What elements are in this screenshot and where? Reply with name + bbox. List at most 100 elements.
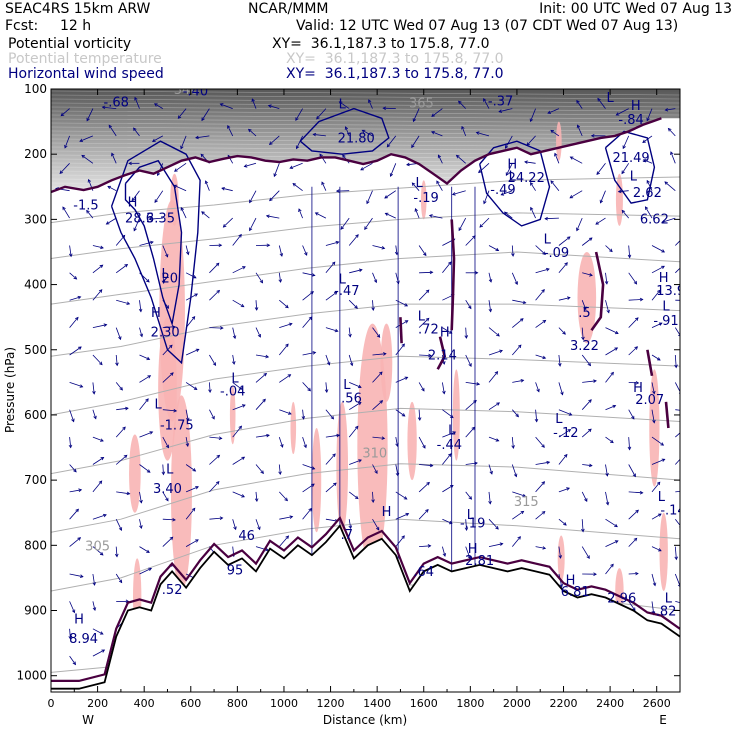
wind-vector xyxy=(550,130,560,137)
wind-vector-head xyxy=(458,227,462,232)
wind-vector xyxy=(139,491,142,503)
wind-vector-head xyxy=(361,129,366,134)
wind-vector-head xyxy=(657,513,662,517)
wind-vector-head xyxy=(219,516,224,521)
wind-vector-head xyxy=(448,261,452,266)
wind-vector xyxy=(488,491,491,504)
wind-vector xyxy=(372,353,386,356)
wind-vector xyxy=(325,453,336,465)
wind-vector xyxy=(139,300,142,312)
wind-vector xyxy=(152,135,163,142)
wind-vector xyxy=(478,163,490,173)
wind-vector xyxy=(69,296,81,301)
wind-vector xyxy=(220,103,233,109)
wind-vector-head xyxy=(384,212,389,216)
x-axis-label: Distance (km) xyxy=(323,713,407,727)
wind-vector xyxy=(452,190,466,195)
wind-vector xyxy=(535,511,546,520)
wind-vector-head xyxy=(406,162,410,167)
wind-vector xyxy=(185,437,189,447)
wind-vector-head xyxy=(218,436,223,440)
wind-vector xyxy=(512,510,524,520)
wind-vector-head xyxy=(633,537,638,542)
wind-vector-head xyxy=(499,349,503,353)
wind-vector-head xyxy=(566,296,571,300)
wind-vector-head xyxy=(550,180,554,184)
wind-vector xyxy=(92,514,107,520)
wind-vector-head xyxy=(680,456,683,459)
wind-vector-head xyxy=(451,192,456,196)
extremum-value-label: 2.14 xyxy=(428,349,457,364)
wind-vector-head xyxy=(221,187,225,191)
wind-vector-head xyxy=(503,211,508,216)
wind-vector xyxy=(511,245,514,257)
extremum-value-label: 20 xyxy=(162,272,179,287)
wind-vector-head xyxy=(644,206,649,210)
wind-vector-head xyxy=(108,124,112,129)
wind-vector xyxy=(139,398,149,410)
wind-vector-head xyxy=(495,247,500,252)
wind-vector-head xyxy=(448,453,452,457)
wind-vector xyxy=(364,217,373,230)
wind-vector-head xyxy=(92,607,97,612)
wind-vector xyxy=(209,354,216,366)
wind-vector xyxy=(651,265,665,274)
extremum-value-label: 3.35 xyxy=(146,212,175,227)
wind-vector xyxy=(92,546,104,556)
wind-vector xyxy=(442,453,452,465)
wind-vector-head xyxy=(635,509,639,514)
wind-vector-head xyxy=(62,206,66,211)
wind-vector xyxy=(675,432,680,438)
wind-vector-head xyxy=(478,169,482,174)
wind-vector-head xyxy=(288,411,292,415)
wind-vector-head xyxy=(238,386,243,390)
wind-vector xyxy=(488,327,500,337)
wind-vector xyxy=(315,212,327,219)
wind-vector-head xyxy=(511,445,515,449)
wind-vector xyxy=(651,354,661,361)
wind-vector xyxy=(92,480,103,493)
wind-vector-head xyxy=(642,139,646,143)
wind-vector xyxy=(162,272,165,284)
wind-vector xyxy=(209,455,220,465)
wind-vector-head xyxy=(566,487,570,491)
pv-contour xyxy=(399,317,403,344)
wind-vector xyxy=(134,97,140,109)
wind-vector xyxy=(505,135,513,149)
wind-vector xyxy=(266,215,280,219)
wind-vector-head xyxy=(267,104,272,108)
surface-pv-contour xyxy=(51,515,680,683)
wind-vector xyxy=(651,382,655,394)
wind-vector-head xyxy=(376,334,381,338)
pv-contour xyxy=(450,219,456,331)
wind-vector-head xyxy=(222,223,227,228)
wind-vector-head xyxy=(87,178,92,183)
extremum-value-label: .7 xyxy=(341,528,353,543)
wind-vector-head xyxy=(71,418,75,423)
extremum-marker: L xyxy=(630,169,638,184)
wind-vector-head xyxy=(357,384,362,389)
wind-vector xyxy=(372,371,383,383)
extremum-marker: L xyxy=(555,412,563,427)
wind-vector xyxy=(223,217,233,228)
wind-vector-head xyxy=(192,275,197,279)
wind-vector-head xyxy=(403,496,408,500)
pv-contour xyxy=(646,349,654,377)
wind-vector-head xyxy=(464,527,469,532)
wind-vector xyxy=(209,382,211,393)
wind-vector xyxy=(643,159,653,164)
wind-vector-head xyxy=(249,199,253,204)
wind-vector xyxy=(605,372,614,383)
wind-vector xyxy=(316,108,327,120)
wind-vector xyxy=(651,458,665,465)
wind-vector-head xyxy=(314,212,319,216)
wind-vector-head xyxy=(249,227,253,232)
wind-vector-head xyxy=(588,399,592,403)
extremum-marker: H xyxy=(128,195,138,210)
wind-vector-head xyxy=(425,289,430,294)
wind-vector-head xyxy=(81,154,86,159)
wind-vector-head xyxy=(100,457,105,461)
wind-vector-head xyxy=(68,253,73,258)
wind-vector-head xyxy=(118,579,123,584)
wind-vector-head xyxy=(513,473,518,478)
